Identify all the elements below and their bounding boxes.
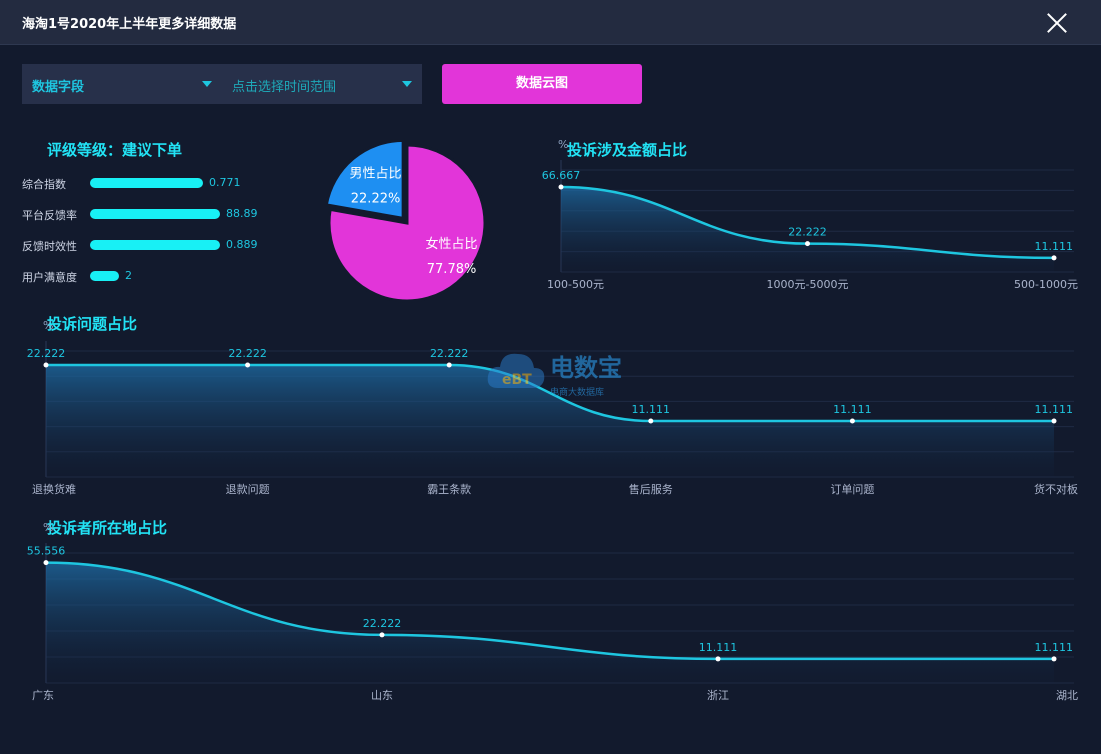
data-label: 22.222 bbox=[788, 226, 827, 239]
rating-bar bbox=[90, 178, 203, 188]
pie-slice-label: 女性占比 bbox=[426, 236, 478, 252]
field-select-label: 数据字段 bbox=[32, 80, 85, 95]
data-label: 11.111 bbox=[1035, 403, 1074, 416]
data-label: 55.556 bbox=[27, 545, 66, 558]
rating-value: 2 bbox=[125, 269, 132, 282]
chevron-down-icon bbox=[202, 81, 212, 87]
x-tick-label: 山东 bbox=[371, 689, 393, 702]
data-label: 22.222 bbox=[363, 617, 402, 630]
data-point bbox=[1051, 255, 1057, 261]
data-point bbox=[379, 632, 385, 638]
rating-bar bbox=[90, 209, 220, 219]
data-point bbox=[43, 362, 49, 368]
field-select[interactable]: 数据字段 bbox=[22, 64, 222, 104]
data-label: 22.222 bbox=[430, 347, 469, 360]
amount-chart-title: 投诉涉及金额占比 bbox=[567, 141, 688, 159]
x-tick-label: 浙江 bbox=[707, 689, 729, 702]
data-point bbox=[849, 418, 855, 424]
area-fill bbox=[46, 562, 1054, 683]
x-tick-label: 500-1000元 bbox=[1014, 278, 1078, 291]
rating-value: 0.889 bbox=[226, 238, 258, 251]
data-point bbox=[805, 241, 810, 247]
rating-value: 0.771 bbox=[209, 176, 241, 189]
data-point bbox=[648, 418, 654, 424]
series-line bbox=[560, 185, 1055, 260]
rating-bar bbox=[90, 271, 119, 281]
data-point bbox=[715, 656, 721, 662]
time-range-select[interactable]: 点击选择时间范围 bbox=[222, 64, 422, 104]
watermark-name: 电数宝 bbox=[550, 354, 622, 382]
rating-label: 综合指数 bbox=[22, 178, 66, 191]
data-point bbox=[446, 362, 452, 368]
data-label: 11.111 bbox=[1035, 240, 1074, 253]
issue-chart-title: 投诉问题占比 bbox=[47, 315, 138, 333]
window-titlebar: 海淘1号2020年上半年更多详细数据 bbox=[0, 0, 1101, 45]
rating-label: 平台反馈率 bbox=[22, 209, 77, 222]
watermark-sub: 电商大数据库 bbox=[550, 386, 604, 398]
rating-title: 评级等级：建议下单 bbox=[47, 141, 183, 159]
window-title: 海淘1号2020年上半年更多详细数据 bbox=[22, 17, 237, 32]
time-range-label: 点击选择时间范围 bbox=[232, 80, 337, 95]
data-point bbox=[1051, 418, 1057, 424]
data-label: 66.667 bbox=[542, 169, 581, 182]
data-label: 11.111 bbox=[833, 403, 872, 416]
data-label: 11.111 bbox=[1035, 641, 1074, 654]
pie-slice bbox=[327, 143, 487, 303]
svg-text:eBT: eBT bbox=[502, 372, 532, 388]
rating-label: 反馈时效性 bbox=[22, 240, 77, 253]
series-line bbox=[45, 561, 1054, 661]
watermark-logo: eBT 电数宝 电商大数据库 bbox=[487, 353, 622, 398]
x-tick-label: 湖北 bbox=[1056, 689, 1078, 702]
data-point bbox=[558, 184, 564, 190]
x-tick-label: 订单问题 bbox=[830, 483, 874, 496]
x-tick-label: 广东 bbox=[32, 689, 54, 702]
x-tick-label: 货不对板 bbox=[1034, 482, 1078, 496]
gender-pie-chart: 男性占比 22.22% 女性占比 77.78% bbox=[324, 138, 487, 303]
data-label: 11.111 bbox=[632, 403, 671, 416]
x-tick-label: 退款问题 bbox=[226, 482, 270, 496]
pie-slice bbox=[324, 138, 405, 221]
data-cloud-button[interactable]: 数据云图 bbox=[442, 64, 642, 104]
rating-label: 用户满意度 bbox=[22, 271, 77, 284]
data-label: 11.111 bbox=[699, 641, 738, 654]
rating-bar bbox=[90, 240, 220, 250]
x-tick-label: 霸王条款 bbox=[427, 482, 471, 496]
close-icon[interactable] bbox=[1046, 12, 1068, 34]
x-tick-label: 1000元-5000元 bbox=[767, 278, 849, 291]
data-point bbox=[43, 560, 49, 566]
data-label: 22.222 bbox=[27, 347, 66, 360]
data-point bbox=[245, 362, 251, 368]
rating-value: 88.89 bbox=[226, 207, 258, 220]
data-point bbox=[1051, 656, 1057, 662]
x-tick-label: 100-500元 bbox=[547, 278, 604, 291]
chevron-down-icon bbox=[402, 81, 412, 87]
pie-slice-value: 22.22% bbox=[351, 192, 401, 207]
pie-slice-label: 男性占比 bbox=[350, 167, 402, 182]
pie-slice-value: 77.78% bbox=[427, 262, 477, 277]
location-chart-title: 投诉者所在地占比 bbox=[47, 519, 168, 537]
x-tick-label: 售后服务 bbox=[629, 482, 673, 496]
area-fill bbox=[561, 186, 1054, 272]
x-tick-label: 退换货难 bbox=[32, 482, 76, 496]
data-label: 22.222 bbox=[228, 347, 267, 360]
